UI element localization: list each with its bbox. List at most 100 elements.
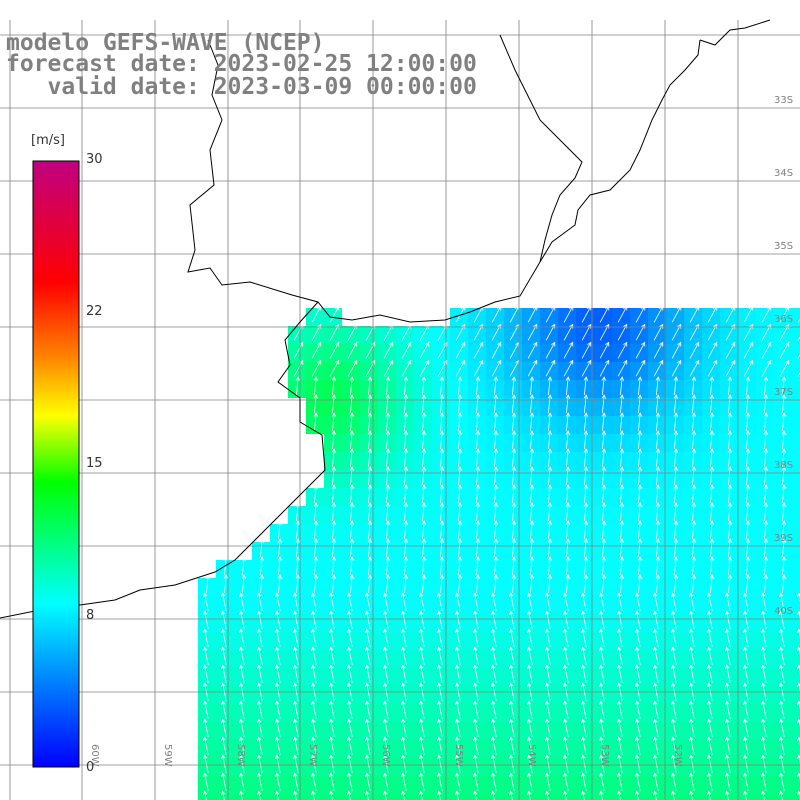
wind-arrow [421, 430, 427, 450]
wind-cell [720, 794, 738, 800]
wind-arrow [329, 790, 334, 800]
wind-arrow [457, 466, 463, 486]
wind-arrow [221, 736, 227, 755]
wind-arrow [367, 466, 373, 486]
wind-arrow [671, 772, 677, 791]
wind-arrow [511, 448, 517, 468]
wind-arrow [545, 305, 556, 323]
colorbar-unit-label: [m/s] [31, 133, 65, 148]
wind-arrow [581, 790, 586, 800]
wind-arrow [511, 574, 517, 594]
wind-arrow [655, 466, 661, 486]
wind-arrow [727, 484, 733, 504]
wind-arrow [491, 718, 497, 737]
wind-arrow [349, 448, 355, 468]
wind-arrow [637, 574, 643, 594]
wind-arrow [673, 376, 679, 396]
wind-arrow [655, 412, 661, 432]
wind-arrow [239, 646, 245, 665]
wind-arrow [473, 610, 479, 629]
wind-arrow [293, 610, 299, 629]
wind-arrow [565, 430, 571, 450]
wind-arrow [673, 466, 679, 486]
wind-arrow [727, 394, 733, 414]
wind-arrow [475, 502, 481, 522]
wind-arrow [475, 394, 481, 414]
wind-arrow [509, 610, 515, 629]
wind-arrow [779, 754, 785, 773]
wind-arrow [617, 359, 628, 377]
wind-arrow [437, 628, 443, 647]
wind-cell [540, 794, 558, 800]
wind-arrow [599, 592, 605, 611]
wind-arrow [439, 394, 445, 414]
wind-arrow [455, 610, 461, 629]
wind-arrow [743, 305, 754, 323]
wind-arrow [709, 556, 715, 576]
wind-cell [522, 794, 540, 800]
forecast-date: forecast date: 2023-02-25 12:00:00 [6, 51, 477, 77]
wind-arrow [239, 610, 245, 629]
wind-arrow [455, 664, 461, 683]
wind-arrow [421, 574, 427, 594]
wind-arrow [797, 790, 800, 800]
wind-cell [486, 794, 504, 800]
wind-arrow [437, 790, 442, 800]
wind-arrow [383, 592, 389, 611]
wind-arrow [401, 628, 407, 647]
wind-arrow [797, 682, 800, 693]
wind-arrow [493, 466, 499, 486]
wind-arrow [349, 466, 355, 486]
wind-arrow [545, 646, 551, 665]
wind-arrow [419, 736, 425, 755]
lon-label: 53W [599, 744, 610, 767]
wind-cell [324, 794, 342, 800]
wind-arrow [689, 790, 694, 800]
wind-arrow [653, 646, 659, 665]
wind-arrow [475, 430, 481, 450]
wind-arrow [763, 520, 769, 540]
wind-cell [792, 794, 800, 800]
wind-arrow [637, 430, 643, 450]
wind-arrow [439, 484, 445, 504]
wind-arrow [725, 628, 731, 647]
wind-arrow [583, 520, 589, 540]
wind-arrow [725, 718, 731, 737]
wind-arrow [491, 772, 497, 791]
wind-arrow [527, 341, 538, 359]
wind-arrow [581, 359, 592, 377]
wind-arrow [511, 394, 517, 414]
wind-arrow [385, 394, 391, 414]
wind-arrow [473, 359, 484, 377]
wind-arrow [275, 610, 281, 629]
wind-arrow [707, 610, 713, 629]
wind-arrow [617, 610, 623, 629]
wind-arrow [689, 610, 695, 629]
wind-arrow [709, 520, 715, 540]
wind-arrow [403, 412, 409, 432]
wind-arrow [563, 592, 569, 611]
wind-arrow [239, 592, 245, 611]
wind-arrow [763, 574, 769, 594]
wind-arrow [707, 790, 712, 800]
wind-arrow [601, 502, 607, 522]
wind-arrow [743, 646, 749, 665]
wind-cell [756, 794, 774, 800]
wind-arrow [583, 484, 589, 504]
wind-arrow [709, 502, 715, 522]
wind-arrow [439, 556, 445, 576]
wind-arrow [617, 592, 623, 611]
wind-arrow [403, 430, 409, 450]
wind-arrow [709, 484, 715, 504]
wind-arrow [259, 538, 265, 558]
wind-arrow [581, 772, 587, 791]
wind-arrow [743, 736, 749, 755]
wind-arrow [637, 448, 643, 468]
wind-arrow [763, 376, 769, 396]
wind-arrow [547, 376, 553, 396]
wind-arrow [581, 664, 587, 683]
lat-label: 37S [774, 387, 793, 398]
wind-arrow [457, 394, 463, 414]
wind-arrow [617, 700, 623, 719]
wind-arrow [365, 772, 371, 791]
